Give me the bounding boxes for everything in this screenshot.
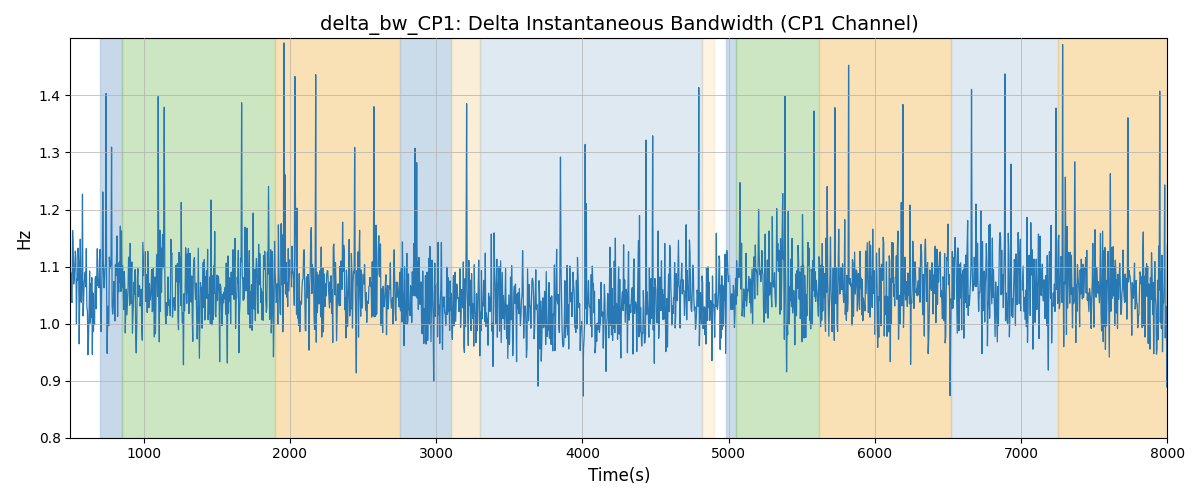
Y-axis label: Hz: Hz: [14, 228, 32, 248]
Bar: [950, 38, 1057, 438]
Bar: [100, 38, 121, 438]
Bar: [702, 38, 714, 438]
Bar: [820, 38, 950, 438]
Bar: [1057, 38, 1175, 438]
Bar: [480, 38, 702, 438]
Title: delta_bw_CP1: Delta Instantaneous Bandwidth (CP1 Channel): delta_bw_CP1: Delta Instantaneous Bandwi…: [319, 15, 918, 35]
Bar: [736, 38, 820, 438]
Bar: [451, 38, 480, 438]
Bar: [275, 38, 400, 438]
Bar: [726, 38, 736, 438]
Bar: [400, 38, 451, 438]
Bar: [121, 38, 275, 438]
X-axis label: Time(s): Time(s): [588, 467, 650, 485]
